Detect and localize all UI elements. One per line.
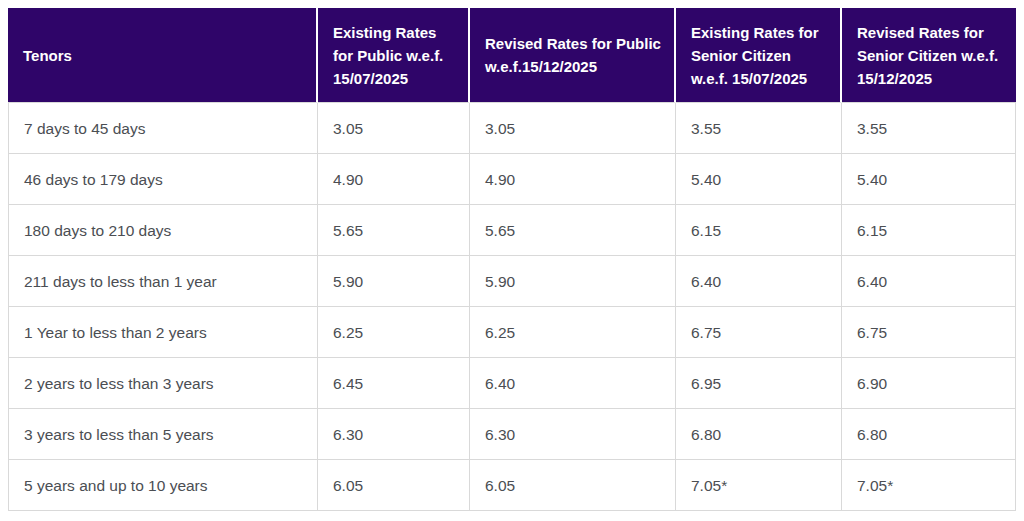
rate-cell: 5.90 <box>470 256 676 307</box>
deposit-rates-table: Tenors Existing Rates for Public w.e.f. … <box>8 8 1016 511</box>
rate-cell: 6.40 <box>842 256 1016 307</box>
rate-cell: 6.40 <box>676 256 842 307</box>
table-body: 7 days to 45 days3.053.053.553.5546 days… <box>8 103 1016 511</box>
rate-cell: 6.25 <box>318 307 470 358</box>
table-row: 5 years and up to 10 years6.056.057.05*7… <box>8 460 1016 511</box>
rate-cell: 5.40 <box>842 154 1016 205</box>
rate-cell: 6.30 <box>318 409 470 460</box>
header-revised-senior: Revised Rates for Senior Citizen w.e.f. … <box>842 8 1016 103</box>
header-revised-public: Revised Rates for Public w.e.f.15/12/202… <box>470 8 676 103</box>
rate-cell: 6.75 <box>842 307 1016 358</box>
rate-cell: 6.75 <box>676 307 842 358</box>
table-row: 180 days to 210 days5.655.656.156.15 <box>8 205 1016 256</box>
table-header: Tenors Existing Rates for Public w.e.f. … <box>8 8 1016 103</box>
tenor-cell: 2 years to less than 3 years <box>8 358 318 409</box>
rate-cell: 6.05 <box>318 460 470 511</box>
header-row: Tenors Existing Rates for Public w.e.f. … <box>8 8 1016 103</box>
header-existing-public: Existing Rates for Public w.e.f. 15/07/2… <box>318 8 470 103</box>
table-row: 2 years to less than 3 years6.456.406.95… <box>8 358 1016 409</box>
rate-cell: 6.45 <box>318 358 470 409</box>
rate-cell: 6.80 <box>842 409 1016 460</box>
tenor-cell: 5 years and up to 10 years <box>8 460 318 511</box>
tenor-cell: 211 days to less than 1 year <box>8 256 318 307</box>
rate-cell: 4.90 <box>470 154 676 205</box>
rate-cell: 6.15 <box>842 205 1016 256</box>
deposit-rates-page: Tenors Existing Rates for Public w.e.f. … <box>0 0 1024 521</box>
rate-cell: 3.55 <box>676 103 842 154</box>
rate-cell: 5.90 <box>318 256 470 307</box>
tenor-cell: 46 days to 179 days <box>8 154 318 205</box>
tenor-cell: 180 days to 210 days <box>8 205 318 256</box>
rate-cell: 3.55 <box>842 103 1016 154</box>
table-row: 3 years to less than 5 years6.306.306.80… <box>8 409 1016 460</box>
header-existing-senior: Existing Rates for Senior Citizen w.e.f.… <box>676 8 842 103</box>
rate-cell: 7.05* <box>842 460 1016 511</box>
rate-cell: 5.65 <box>470 205 676 256</box>
table-row: 7 days to 45 days3.053.053.553.55 <box>8 103 1016 154</box>
rate-cell: 6.95 <box>676 358 842 409</box>
table-row: 211 days to less than 1 year5.905.906.40… <box>8 256 1016 307</box>
rate-cell: 6.90 <box>842 358 1016 409</box>
rate-cell: 6.40 <box>470 358 676 409</box>
table-row: 1 Year to less than 2 years6.256.256.756… <box>8 307 1016 358</box>
table-row: 46 days to 179 days4.904.905.405.40 <box>8 154 1016 205</box>
header-tenors: Tenors <box>8 8 318 103</box>
rate-cell: 6.80 <box>676 409 842 460</box>
rate-cell: 6.05 <box>470 460 676 511</box>
rate-cell: 6.25 <box>470 307 676 358</box>
tenor-cell: 1 Year to less than 2 years <box>8 307 318 358</box>
rate-cell: 3.05 <box>318 103 470 154</box>
rate-cell: 3.05 <box>470 103 676 154</box>
rate-cell: 5.40 <box>676 154 842 205</box>
rate-cell: 6.15 <box>676 205 842 256</box>
rate-cell: 7.05* <box>676 460 842 511</box>
rate-cell: 6.30 <box>470 409 676 460</box>
rate-cell: 5.65 <box>318 205 470 256</box>
tenor-cell: 3 years to less than 5 years <box>8 409 318 460</box>
tenor-cell: 7 days to 45 days <box>8 103 318 154</box>
rate-cell: 4.90 <box>318 154 470 205</box>
